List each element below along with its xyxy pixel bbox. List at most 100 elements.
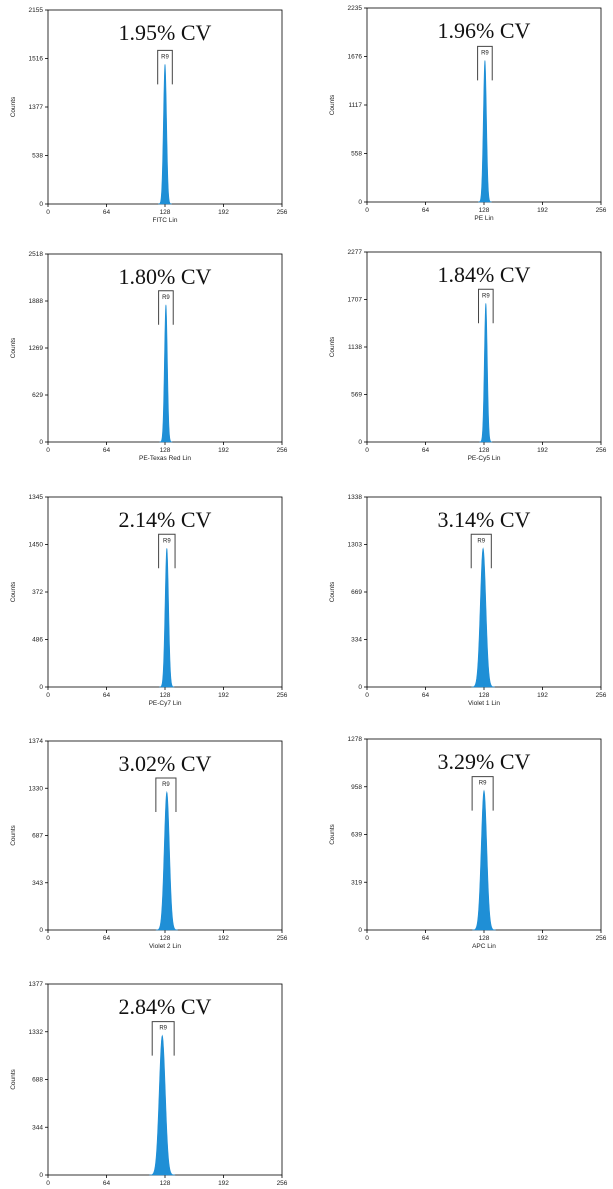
y-tick-label: 1338	[348, 494, 363, 501]
y-tick-label: 2518	[29, 251, 44, 258]
gate-bracket	[478, 288, 494, 324]
x-tick-label: 128	[160, 447, 171, 454]
x-tick-label: 128	[479, 692, 490, 699]
gate-bracket	[157, 49, 173, 85]
gate-label: R9	[481, 50, 489, 56]
x-tick-label: 192	[218, 692, 229, 699]
y-tick-label: 569	[351, 392, 362, 399]
histogram-peak	[159, 304, 173, 443]
x-tick-label: 192	[537, 447, 548, 454]
y-tick-label: 0	[39, 1172, 43, 1179]
x-axis-label: APC Lin	[472, 943, 496, 950]
x-axis-label: PE-Texas Red Lin	[139, 455, 191, 462]
gate-label: R9	[162, 782, 170, 788]
y-axis-label: Counts	[10, 1068, 17, 1089]
histogram-panel-6: 0 334 669 1303 1338 0 64 128 192 256 Violet 1 Lin C…	[329, 494, 607, 707]
cv-title: 1.84% CV	[438, 262, 531, 287]
gate-bracket	[471, 776, 494, 811]
x-tick-label: 64	[422, 447, 430, 454]
cv-title: 1.80% CV	[119, 264, 212, 289]
histogram-peak	[471, 547, 495, 688]
x-tick-label: 64	[103, 447, 111, 454]
y-axis-label: Counts	[10, 337, 17, 358]
x-tick-label: 192	[218, 209, 229, 216]
y-tick-label: 1345	[29, 494, 44, 501]
y-tick-label: 538	[32, 153, 43, 160]
y-tick-label: 0	[358, 199, 362, 206]
gate-bracket	[477, 45, 493, 81]
x-tick-label: 0	[46, 692, 50, 699]
y-tick-label: 0	[358, 684, 362, 691]
x-tick-label: 192	[537, 935, 548, 942]
x-axis-label: PE-Cy5 Lin	[468, 455, 501, 462]
x-tick-label: 192	[537, 207, 548, 214]
histogram-panel-1: 0 538 1377 1516 2155 0 64 128 192 256 FITC Lin Coun…	[10, 7, 288, 224]
y-tick-label: 2277	[348, 249, 363, 256]
x-axis-label: PE Lin	[474, 215, 494, 222]
x-tick-label: 128	[479, 447, 490, 454]
gate-bracket	[155, 777, 177, 813]
x-tick-label: 128	[160, 935, 171, 942]
histogram-peak	[158, 64, 172, 205]
x-tick-label: 0	[365, 207, 369, 214]
histogram-panel-3: 0 629 1269 1888 2518 0 64 128 192 256 PE-Texas Red…	[10, 251, 288, 462]
gate-bracket	[158, 533, 176, 569]
x-tick-label: 0	[46, 935, 50, 942]
y-tick-label: 1269	[29, 345, 44, 352]
y-tick-label: 1377	[29, 981, 44, 988]
gate-label: R9	[477, 538, 485, 544]
histogram-panel-2: 0 558 1117 1676 2235 0 64 128 192 256 PE Lin Counts…	[329, 5, 607, 222]
gate-label: R9	[159, 1026, 167, 1032]
y-tick-label: 1332	[29, 1029, 44, 1036]
gate-label: R9	[162, 295, 170, 301]
histogram-panel-8: 0 319 639 958 1278 0 64 128 192 256 APC Lin Counts R…	[329, 736, 607, 950]
gate-label: R9	[161, 54, 169, 60]
x-tick-label: 128	[479, 207, 490, 214]
histogram-peak	[478, 60, 492, 203]
x-tick-label: 256	[277, 935, 288, 942]
x-tick-label: 0	[365, 447, 369, 454]
y-tick-label: 669	[351, 589, 362, 596]
x-tick-label: 256	[596, 692, 607, 699]
x-tick-label: 192	[218, 935, 229, 942]
x-tick-label: 192	[537, 692, 548, 699]
y-axis-label: Counts	[329, 581, 336, 602]
y-tick-label: 639	[351, 832, 362, 839]
cv-title: 2.84% CV	[119, 994, 212, 1019]
gate-label: R9	[163, 538, 171, 544]
y-axis-label: Counts	[10, 96, 17, 117]
cv-title: 3.14% CV	[438, 507, 531, 532]
histogram-panel-4: 0 569 1138 1707 2277 0 64 128 192 256 PE-Cy5 Lin Co…	[329, 249, 607, 462]
y-tick-label: 687	[32, 833, 43, 840]
y-tick-label: 319	[351, 879, 362, 886]
x-tick-label: 64	[422, 692, 430, 699]
cv-title: 3.29% CV	[438, 749, 531, 774]
y-axis-label: Counts	[10, 581, 17, 602]
x-axis-label: PE-Cy7 Lin	[149, 700, 182, 707]
y-tick-label: 0	[39, 201, 43, 208]
y-tick-label: 343	[32, 880, 43, 887]
x-tick-label: 256	[596, 207, 607, 214]
cv-title: 1.96% CV	[438, 18, 531, 43]
x-tick-label: 0	[46, 447, 50, 454]
x-tick-label: 64	[103, 1180, 111, 1187]
x-tick-label: 64	[103, 935, 111, 942]
x-tick-label: 128	[160, 1180, 171, 1187]
x-tick-label: 64	[422, 207, 430, 214]
x-axis-label: FITC Lin	[153, 217, 178, 224]
histogram-peak	[472, 789, 496, 931]
x-tick-label: 0	[365, 935, 369, 942]
y-tick-label: 0	[39, 439, 43, 446]
cv-title: 3.02% CV	[119, 751, 212, 776]
histogram-panel-5: 0 486 372 1450 1345 0 64 128 192 256 PE-Cy7 Lin Cou…	[10, 494, 288, 707]
histogram-peak	[479, 303, 493, 443]
y-tick-label: 1330	[29, 785, 44, 792]
y-tick-label: 486	[32, 637, 43, 644]
x-tick-label: 128	[160, 209, 171, 216]
x-tick-label: 128	[160, 692, 171, 699]
histogram-peak	[155, 790, 178, 931]
y-tick-label: 1676	[348, 54, 363, 61]
y-tick-label: 1278	[348, 736, 363, 743]
y-tick-label: 1516	[29, 56, 44, 63]
y-tick-label: 1888	[29, 298, 44, 305]
